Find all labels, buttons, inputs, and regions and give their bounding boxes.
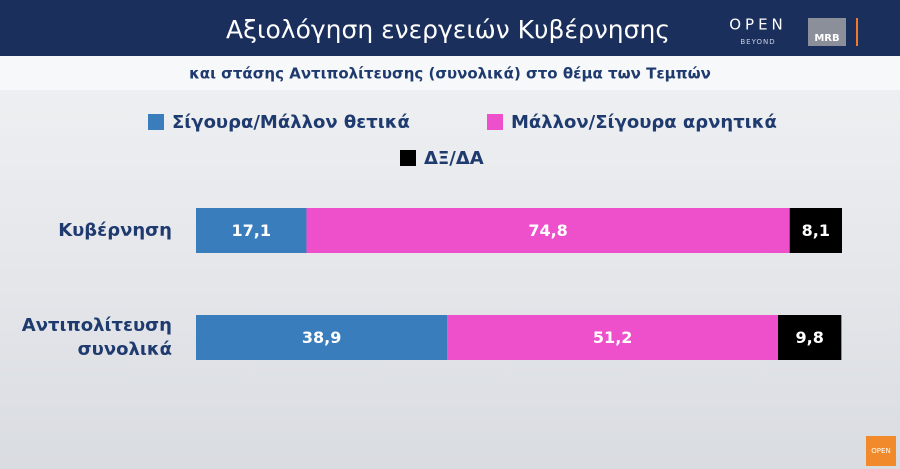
value-label: 51,2: [593, 328, 632, 347]
bar-segment: [789, 208, 842, 253]
value-label: 17,1: [231, 221, 270, 240]
legend-label: Σίγουρα/Μάλλον θετικά: [172, 112, 410, 133]
category-label: Αντιπολίτευση συνολικά: [21, 314, 172, 360]
value-label: 74,8: [528, 221, 567, 240]
bar-segment: [196, 315, 448, 360]
divider: [856, 18, 858, 46]
value-label: 9,8: [796, 328, 824, 347]
bar-segment: [306, 208, 790, 253]
chart-subtitle: και στάσης Αντιπολίτευσης (συνολικά) στο…: [189, 65, 711, 83]
value-label: 8,1: [802, 221, 830, 240]
legend-swatch: [148, 114, 164, 130]
legend-label: Μάλλον/Σίγουρα αρνητικά: [511, 112, 777, 133]
legend-label: ΔΞ/ΔΑ: [424, 148, 484, 169]
chart-title: Αξιολόγηση ενεργειών Κυβέρνησης: [226, 15, 670, 44]
pollster-box: [808, 18, 846, 46]
subtitle-band: [0, 56, 900, 90]
legend-swatch: [400, 150, 416, 166]
corner-logo: OPEN: [871, 447, 890, 455]
channel-tagline: BEYOND: [740, 38, 775, 46]
channel-logo: OPEN: [729, 16, 787, 34]
bar-segment: [447, 315, 779, 360]
legend-swatch: [487, 114, 503, 130]
header-band: [0, 0, 900, 56]
pollster-logo: MRB: [814, 33, 839, 44]
bar-segment: [778, 315, 842, 360]
corner-logo-box: [866, 436, 896, 466]
value-label: 38,9: [302, 328, 341, 347]
bar-segment: [196, 208, 307, 253]
category-label: Κυβέρνηση: [58, 219, 172, 241]
